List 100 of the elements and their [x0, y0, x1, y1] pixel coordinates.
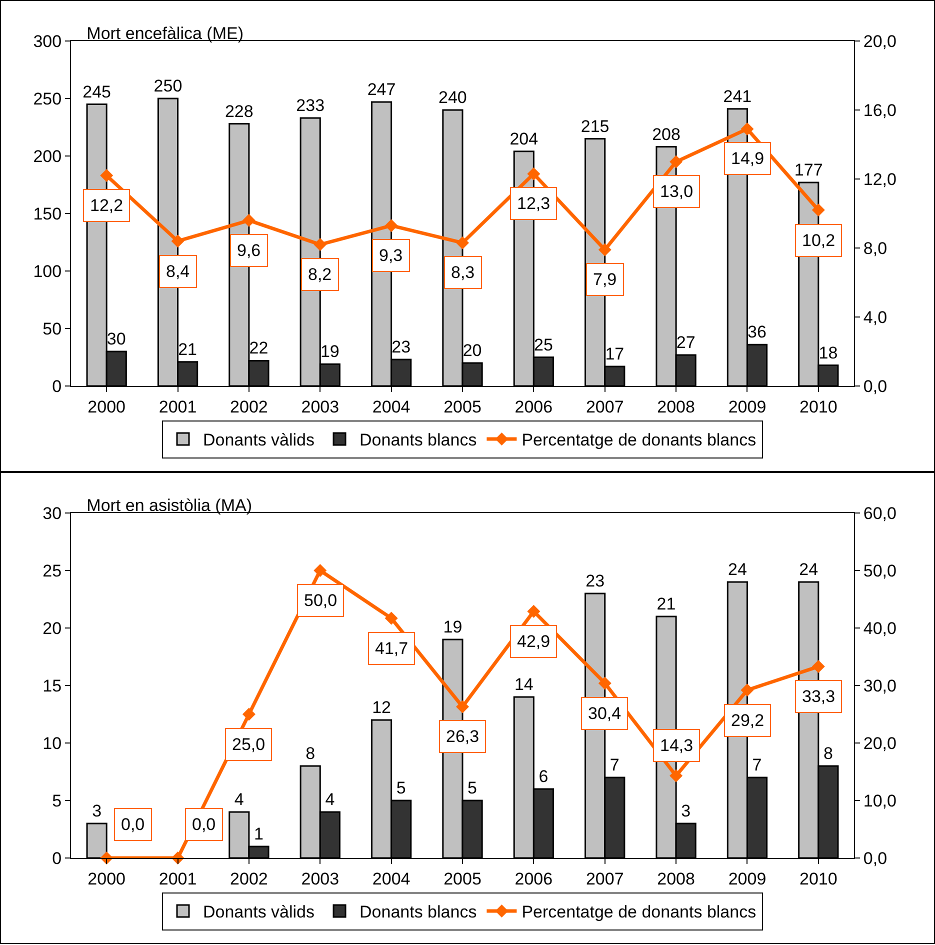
point [598, 676, 612, 690]
data-label: 24 [728, 560, 747, 579]
x-tick-label: 2004 [372, 397, 410, 416]
point [527, 604, 540, 618]
y2-tick-label: 60,0 [863, 504, 896, 523]
y2-tick-label: 0,0 [863, 376, 888, 396]
legend-label: Percentatge de donants blancs [522, 902, 756, 922]
y-tick-label: 0 [52, 848, 62, 868]
data-label: 21 [178, 340, 198, 359]
legend-label: Donants vàlids [203, 902, 315, 922]
data-label: 208 [652, 124, 680, 144]
data-label: 13,0 [660, 182, 694, 201]
data-label: 25,0 [232, 735, 266, 754]
data-label: 18 [818, 343, 838, 362]
point [171, 234, 184, 248]
x-tick-label: 2002 [230, 397, 268, 416]
data-label: 240 [438, 88, 467, 107]
point [384, 219, 398, 232]
y2-tick-label: 12,0 [863, 170, 896, 189]
data-label: 241 [723, 86, 752, 106]
point [384, 612, 398, 625]
x-tick-label: 2009 [728, 397, 766, 416]
data-label: 22 [249, 338, 268, 358]
x-tick-label: 2003 [301, 869, 340, 888]
x-tick-label: 2006 [514, 869, 553, 888]
chart-title: Mort en asistòlia (MA) [86, 496, 252, 515]
data-label: 41,7 [375, 639, 408, 658]
y2-tick-label: 8,0 [863, 238, 888, 258]
data-label: 33,3 [802, 687, 836, 706]
point [740, 684, 754, 697]
data-label: 9,6 [237, 241, 261, 260]
point [527, 167, 540, 180]
point [598, 243, 612, 256]
y-tick-label: 20 [42, 618, 62, 638]
data-label: 9,3 [379, 246, 403, 265]
data-label: 21 [656, 594, 676, 614]
data-label: 215 [580, 116, 610, 136]
y2-tick-label: 50,0 [863, 561, 896, 580]
data-label: 12 [372, 698, 391, 717]
data-label: 14,9 [731, 149, 764, 168]
point [456, 236, 469, 250]
y2-tick-label: 10,0 [863, 791, 896, 810]
x-tick-label: 2009 [728, 869, 766, 888]
data-label: 23 [586, 572, 605, 590]
x-tick-label: 2003 [301, 397, 340, 416]
data-label: 247 [367, 80, 396, 99]
data-label: 5 [396, 778, 406, 798]
x-tick-label: 2001 [158, 397, 197, 416]
point [314, 564, 327, 577]
y-tick-label: 15 [42, 676, 62, 696]
x-tick-label: 2006 [514, 397, 553, 416]
data-label: 19 [320, 342, 340, 362]
data-label: 204 [510, 129, 538, 148]
point [242, 708, 256, 721]
point [100, 169, 114, 182]
y-tick-label: 300 [33, 32, 62, 51]
data-label: 5 [468, 778, 478, 798]
x-tick-label: 2008 [657, 869, 695, 888]
data-label: 26,3 [446, 727, 480, 746]
data-label: 228 [224, 102, 254, 121]
point [456, 700, 469, 714]
y-tick-label: 50 [42, 319, 62, 338]
data-label: 245 [82, 82, 111, 102]
legend-label: Donants blancs [360, 902, 477, 922]
data-label: 17 [605, 344, 624, 364]
data-label: 4 [234, 790, 244, 809]
x-tick-label: 2001 [158, 869, 197, 888]
data-label: 36 [748, 322, 766, 342]
point [740, 122, 754, 136]
data-label: 7 [610, 756, 620, 774]
point [812, 204, 825, 217]
point [812, 660, 825, 674]
data-label: 3 [681, 802, 691, 820]
data-label: 177 [794, 160, 823, 180]
y-tick-label: 10 [42, 734, 62, 753]
y2-tick-label: 30,0 [863, 676, 896, 696]
x-tick-label: 2002 [230, 869, 268, 888]
data-label: 14 [514, 675, 534, 694]
data-label: 30,4 [588, 704, 622, 723]
legend-label: Percentatge de donants blancs [522, 430, 756, 450]
data-label: 1 [254, 824, 264, 844]
data-label: 12,2 [90, 196, 124, 215]
legend-label: Donants blancs [360, 430, 477, 450]
data-label: 3 [92, 802, 102, 820]
x-tick-label: 2000 [88, 869, 126, 888]
data-label: 0,0 [192, 815, 216, 834]
legend-label: Donants vàlids [203, 430, 315, 450]
y-tick-label: 150 [33, 204, 62, 224]
data-label: 23 [392, 338, 411, 357]
y-tick-label: 5 [52, 791, 62, 810]
data-label: 7 [752, 756, 762, 774]
y2-tick-label: 16,0 [863, 100, 896, 120]
y-tick-label: 25 [42, 561, 62, 580]
y2-tick-label: 40,0 [863, 618, 896, 638]
point [670, 155, 683, 168]
data-label: 0,0 [121, 815, 145, 834]
point [314, 238, 327, 252]
x-tick-label: 2005 [444, 397, 482, 416]
x-tick-label: 2000 [88, 397, 126, 416]
data-label: 19 [443, 618, 462, 636]
